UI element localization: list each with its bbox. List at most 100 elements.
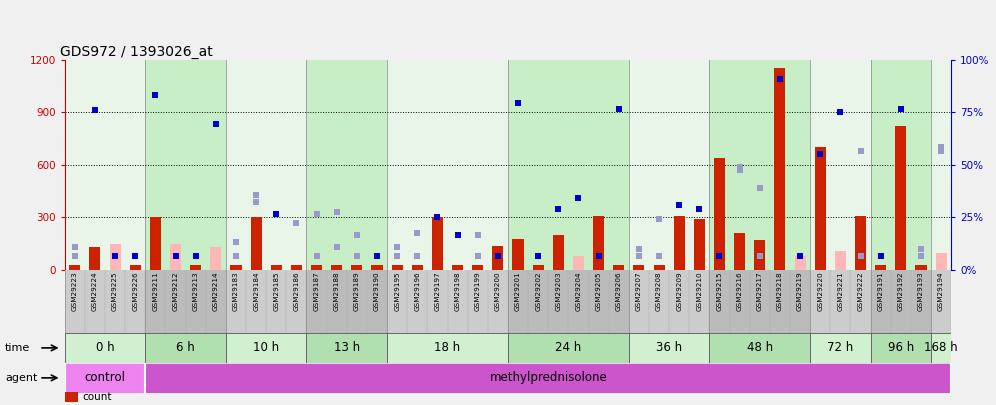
Bar bbox=[709, 333, 810, 363]
Text: 168 h: 168 h bbox=[924, 341, 958, 354]
Bar bbox=[145, 60, 226, 270]
Bar bbox=[871, 270, 931, 333]
Bar bbox=[915, 265, 926, 270]
Text: methylprednisolone: methylprednisolone bbox=[489, 371, 608, 384]
Bar bbox=[709, 270, 810, 333]
Bar bbox=[307, 270, 387, 333]
Text: 96 h: 96 h bbox=[887, 341, 914, 354]
Text: GSM29189: GSM29189 bbox=[354, 271, 360, 311]
Bar bbox=[810, 270, 871, 333]
Text: control: control bbox=[85, 371, 125, 384]
Bar bbox=[895, 126, 906, 270]
Bar bbox=[65, 270, 145, 333]
Bar bbox=[251, 217, 262, 270]
Bar bbox=[871, 333, 931, 363]
Bar bbox=[931, 60, 951, 270]
Bar bbox=[271, 265, 282, 270]
Bar bbox=[935, 253, 946, 270]
Text: GSM29195: GSM29195 bbox=[394, 271, 400, 311]
Bar bbox=[452, 265, 463, 270]
Text: GSM29197: GSM29197 bbox=[434, 271, 440, 311]
Bar bbox=[533, 265, 544, 270]
Bar bbox=[110, 244, 121, 270]
Bar bbox=[387, 333, 508, 363]
Bar bbox=[508, 333, 628, 363]
Text: 72 h: 72 h bbox=[828, 341, 854, 354]
Bar bbox=[875, 265, 886, 270]
Bar bbox=[508, 270, 628, 333]
Text: GSM29187: GSM29187 bbox=[314, 271, 320, 311]
Text: GSM29206: GSM29206 bbox=[616, 271, 622, 311]
Bar bbox=[226, 270, 307, 333]
Text: GSM29190: GSM29190 bbox=[374, 271, 380, 311]
Bar bbox=[311, 265, 322, 270]
Text: GSM29194: GSM29194 bbox=[938, 271, 944, 311]
Text: GSM29224: GSM29224 bbox=[92, 271, 98, 311]
Text: GSM29183: GSM29183 bbox=[233, 271, 239, 311]
Bar bbox=[65, 363, 145, 393]
Text: GSM29216: GSM29216 bbox=[737, 271, 743, 311]
Text: GDS972 / 1393026_at: GDS972 / 1393026_at bbox=[61, 45, 213, 58]
Text: GSM29185: GSM29185 bbox=[273, 271, 279, 311]
Bar bbox=[70, 265, 81, 270]
Text: 13 h: 13 h bbox=[334, 341, 360, 354]
Text: GSM29198: GSM29198 bbox=[454, 271, 460, 311]
Bar bbox=[65, 60, 145, 270]
Bar bbox=[190, 265, 201, 270]
Bar bbox=[508, 270, 628, 333]
Text: GSM29222: GSM29222 bbox=[858, 271, 864, 311]
Text: GSM29201: GSM29201 bbox=[515, 271, 521, 311]
Text: GSM29213: GSM29213 bbox=[192, 271, 198, 311]
Bar bbox=[633, 265, 644, 270]
Bar bbox=[145, 270, 226, 333]
Text: GSM29218: GSM29218 bbox=[777, 271, 783, 311]
Bar bbox=[810, 60, 871, 270]
Text: GSM29214: GSM29214 bbox=[213, 271, 219, 311]
Text: GSM29207: GSM29207 bbox=[635, 271, 641, 311]
Text: GSM29221: GSM29221 bbox=[838, 271, 844, 311]
Bar bbox=[65, 333, 145, 363]
Bar bbox=[472, 265, 483, 270]
Text: GSM29208: GSM29208 bbox=[656, 271, 662, 311]
Bar bbox=[754, 240, 765, 270]
Bar bbox=[709, 270, 810, 333]
Bar bbox=[810, 333, 871, 363]
Text: 18 h: 18 h bbox=[434, 341, 460, 354]
Bar bbox=[815, 147, 826, 270]
Text: GSM29226: GSM29226 bbox=[132, 271, 138, 311]
Bar bbox=[810, 270, 871, 333]
Bar bbox=[145, 270, 226, 333]
Bar bbox=[714, 158, 725, 270]
Text: 36 h: 36 h bbox=[656, 341, 682, 354]
Bar bbox=[508, 60, 628, 270]
Bar bbox=[931, 270, 951, 333]
Bar bbox=[709, 60, 810, 270]
Text: GSM29196: GSM29196 bbox=[414, 271, 420, 311]
Text: GSM29191: GSM29191 bbox=[877, 271, 883, 311]
Bar bbox=[855, 216, 867, 270]
Text: 0 h: 0 h bbox=[96, 341, 115, 354]
Text: 6 h: 6 h bbox=[176, 341, 195, 354]
Bar bbox=[553, 235, 564, 270]
Text: GSM29209: GSM29209 bbox=[676, 271, 682, 311]
Text: GSM29211: GSM29211 bbox=[152, 271, 158, 311]
Bar bbox=[307, 333, 387, 363]
Bar bbox=[129, 265, 140, 270]
Bar bbox=[387, 60, 508, 270]
Text: GSM29199: GSM29199 bbox=[475, 271, 481, 311]
Bar bbox=[492, 245, 503, 270]
Bar bbox=[673, 216, 684, 270]
Text: GSM29186: GSM29186 bbox=[294, 271, 300, 311]
Text: GSM29212: GSM29212 bbox=[172, 271, 178, 311]
Text: GSM29225: GSM29225 bbox=[113, 271, 119, 311]
Text: GSM29223: GSM29223 bbox=[72, 271, 78, 311]
Text: GSM29217: GSM29217 bbox=[757, 271, 763, 311]
Bar bbox=[835, 251, 846, 270]
Bar bbox=[65, 270, 145, 333]
Text: count: count bbox=[83, 392, 113, 402]
Bar bbox=[332, 265, 343, 270]
Text: agent: agent bbox=[5, 373, 38, 383]
Bar bbox=[170, 244, 181, 270]
Text: GSM29200: GSM29200 bbox=[495, 271, 501, 311]
Bar bbox=[226, 270, 307, 333]
